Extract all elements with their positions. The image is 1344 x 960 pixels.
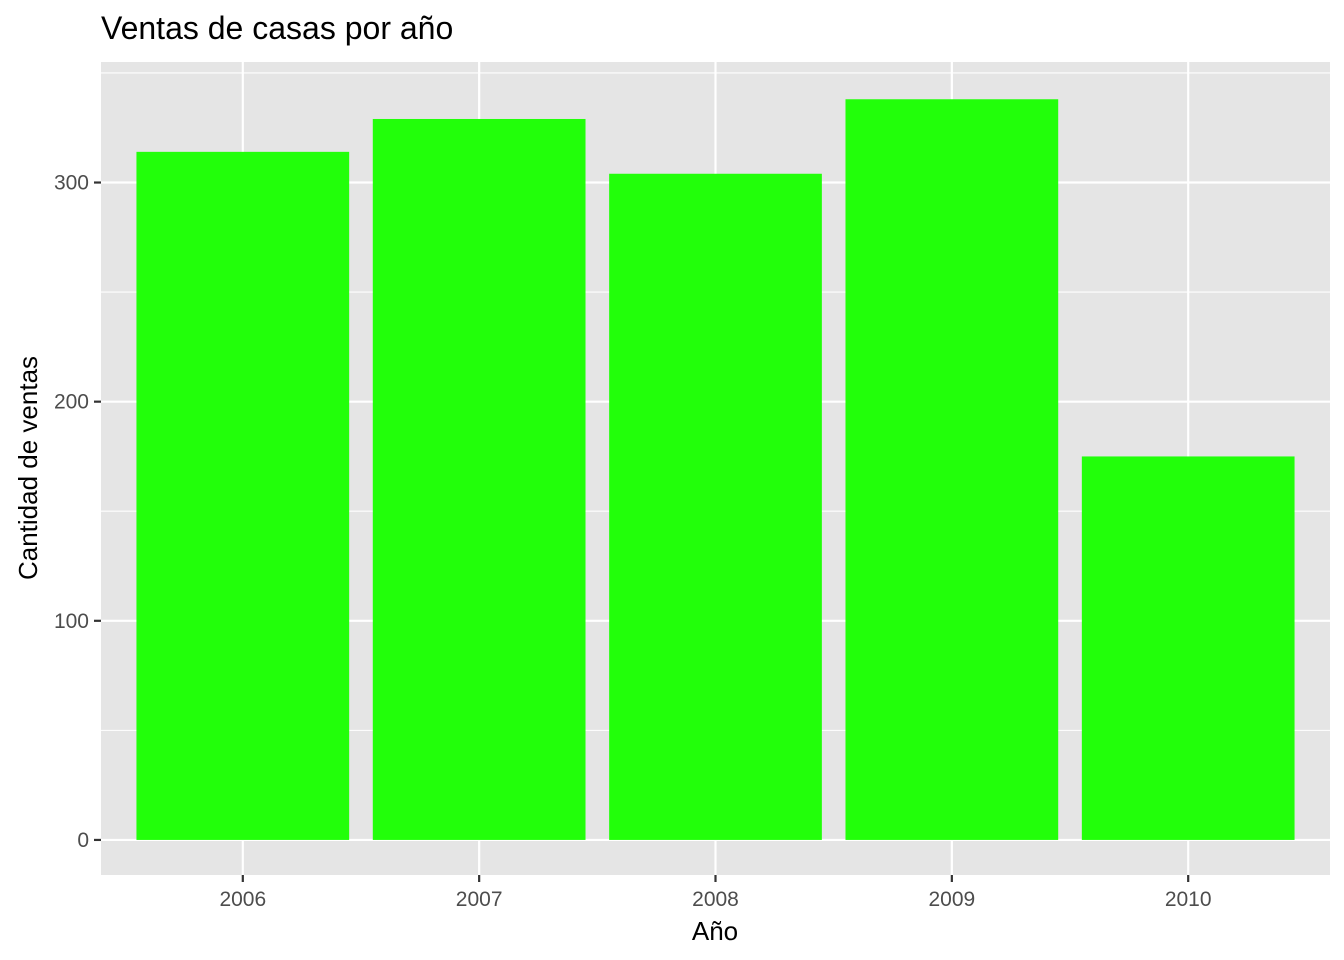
x-axis: 2006 2007 2008 2009 2010 bbox=[219, 875, 1212, 911]
bars bbox=[136, 99, 1295, 840]
bar-2006 bbox=[136, 151, 350, 840]
y-tick-label: 300 bbox=[54, 172, 89, 195]
x-tick-label: 2006 bbox=[219, 888, 266, 911]
y-tick-label: 200 bbox=[54, 391, 89, 414]
y-axis-title: Cantidad de ventas bbox=[13, 356, 43, 580]
x-axis-title: Año bbox=[692, 916, 738, 946]
x-tick-label: 2007 bbox=[456, 888, 503, 911]
bar-2009 bbox=[845, 99, 1059, 840]
chart-title: Ventas de casas por año bbox=[101, 10, 453, 46]
y-axis: 0 100 200 300 bbox=[54, 172, 101, 852]
bar-2010 bbox=[1081, 456, 1295, 840]
x-tick-label: 2008 bbox=[692, 888, 739, 911]
x-tick-label: 2009 bbox=[928, 888, 975, 911]
y-tick-label: 100 bbox=[54, 610, 89, 633]
x-tick-label: 2010 bbox=[1165, 888, 1212, 911]
y-tick-label: 0 bbox=[77, 829, 89, 852]
bar-2008 bbox=[609, 173, 822, 840]
bar-2007 bbox=[372, 118, 586, 840]
